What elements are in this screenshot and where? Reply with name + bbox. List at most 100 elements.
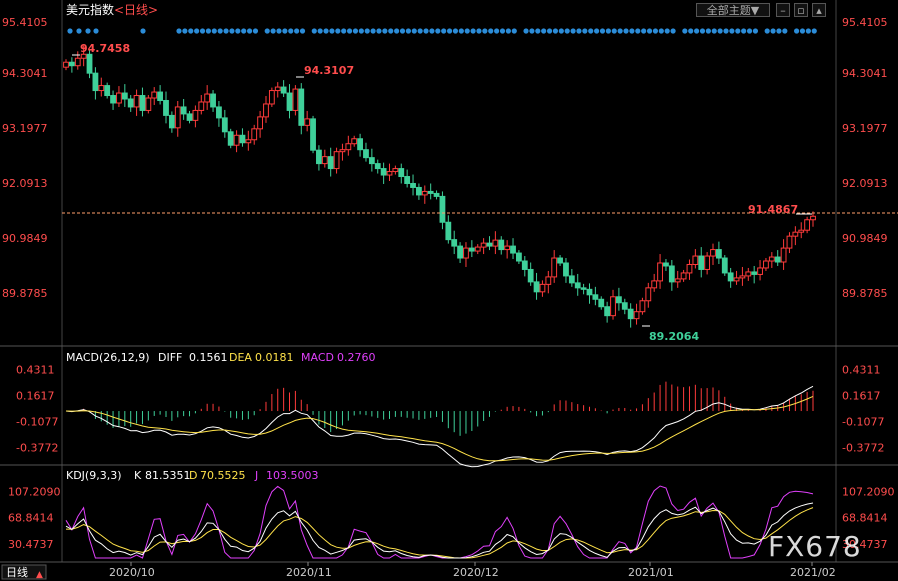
macd-dea-value: 0.0181 (255, 351, 294, 364)
period-label: <日线> (114, 3, 158, 17)
date-axis: 2020/10 2020/11 2020/12 2021/01 2021/02 (109, 562, 836, 579)
kdj-d-name: D (189, 469, 197, 482)
event-dot (67, 28, 73, 34)
event-dot (499, 28, 506, 34)
candle-body (580, 287, 587, 290)
event-dot (646, 28, 653, 34)
event-dot (329, 28, 335, 34)
high-label-2: 94.3107 (304, 64, 354, 77)
candle-body (80, 53, 87, 59)
candle-body (180, 106, 187, 115)
candle-body (715, 249, 722, 259)
minimize-icon: – (780, 4, 786, 17)
date-tick-label: 2021/01 (628, 566, 674, 579)
minimize-button[interactable]: – (776, 3, 790, 17)
low-label: 89.2064 (649, 330, 699, 343)
candle-body (474, 246, 481, 252)
candle-body (639, 300, 646, 313)
candle-body (551, 257, 558, 278)
kdj-k-name: K (134, 469, 142, 482)
macd-tick-left: 0.1617 (16, 389, 55, 402)
theme-select-button[interactable]: 全部主题▼ (696, 3, 770, 17)
event-dot (546, 28, 553, 34)
event-dot (211, 28, 217, 34)
candle-body (521, 260, 528, 270)
kdj-lines (65, 485, 814, 559)
event-dot (429, 28, 435, 34)
macd-tick-left: -0.3772 (16, 441, 58, 454)
candle-body (516, 252, 522, 262)
candle-body (604, 306, 611, 317)
event-dot (217, 28, 223, 34)
candle-body (686, 263, 693, 274)
price-tick-left: 94.3041 (2, 67, 48, 80)
event-dot (282, 28, 288, 34)
candle-body (763, 260, 769, 269)
event-dot (346, 28, 353, 34)
candle-body (257, 116, 264, 130)
date-tick-label: 2020/11 (286, 566, 332, 579)
candle-body (263, 103, 269, 118)
candle-body (421, 190, 428, 196)
candle-body (198, 101, 205, 111)
candle-body (168, 114, 175, 129)
event-dot (199, 28, 206, 34)
event-dot (652, 28, 659, 34)
candle-body (86, 53, 93, 74)
candle-body (68, 61, 75, 67)
event-dot (176, 28, 182, 34)
candle-body (792, 231, 799, 237)
event-dot (605, 28, 611, 34)
maximize-button[interactable]: ▴ (812, 3, 826, 17)
price-tick-right: 93.1977 (842, 122, 888, 135)
period-tab-arrow-icon[interactable]: ▲ (36, 570, 43, 580)
chevron-down-icon: ▼ (750, 4, 760, 17)
candle-body (380, 168, 387, 176)
candle-body (210, 93, 216, 108)
period-tab[interactable] (1, 564, 47, 580)
event-dot (523, 28, 529, 34)
event-dot (270, 28, 276, 34)
candle-body (533, 281, 540, 293)
event-dot (494, 28, 500, 34)
price-tick-left: 95.4105 (2, 16, 48, 29)
event-dot (399, 28, 406, 34)
event-dot (699, 28, 706, 34)
candle-body (204, 93, 211, 103)
event-dot (464, 28, 470, 34)
event-dot (323, 28, 329, 34)
candle-body (663, 262, 669, 267)
candle-body (427, 190, 434, 194)
macd-tick-left: -0.1077 (16, 415, 58, 428)
event-dot (582, 28, 588, 34)
event-dot (799, 28, 806, 34)
kdj-j-name: J (254, 469, 258, 482)
candle-body (386, 171, 393, 176)
candle-body (486, 242, 493, 247)
price-tick-left: 93.1977 (2, 122, 48, 135)
candle-body (233, 134, 240, 146)
macd-hist-value: 0.2760 (337, 351, 376, 364)
candle-body (539, 283, 546, 293)
event-dot (564, 28, 570, 34)
event-dot (793, 28, 800, 34)
candle-body (127, 98, 134, 108)
event-dot (417, 28, 423, 34)
candle-body (368, 157, 375, 165)
candle-body (557, 257, 563, 264)
event-dot (576, 28, 582, 34)
price-tick-right: 90.9849 (842, 232, 888, 245)
candle-body (610, 296, 616, 317)
candle-body (216, 106, 222, 119)
event-dot (488, 28, 494, 34)
kdj-tick-right: 30.4737 (842, 538, 888, 551)
restore-button[interactable]: ▫ (794, 3, 808, 17)
event-dot (735, 28, 741, 34)
event-dot (588, 28, 594, 34)
candle-body (615, 296, 622, 304)
event-dot (276, 28, 282, 34)
candle-body (798, 229, 805, 233)
candle-body (545, 276, 552, 285)
candle-body (733, 277, 740, 282)
